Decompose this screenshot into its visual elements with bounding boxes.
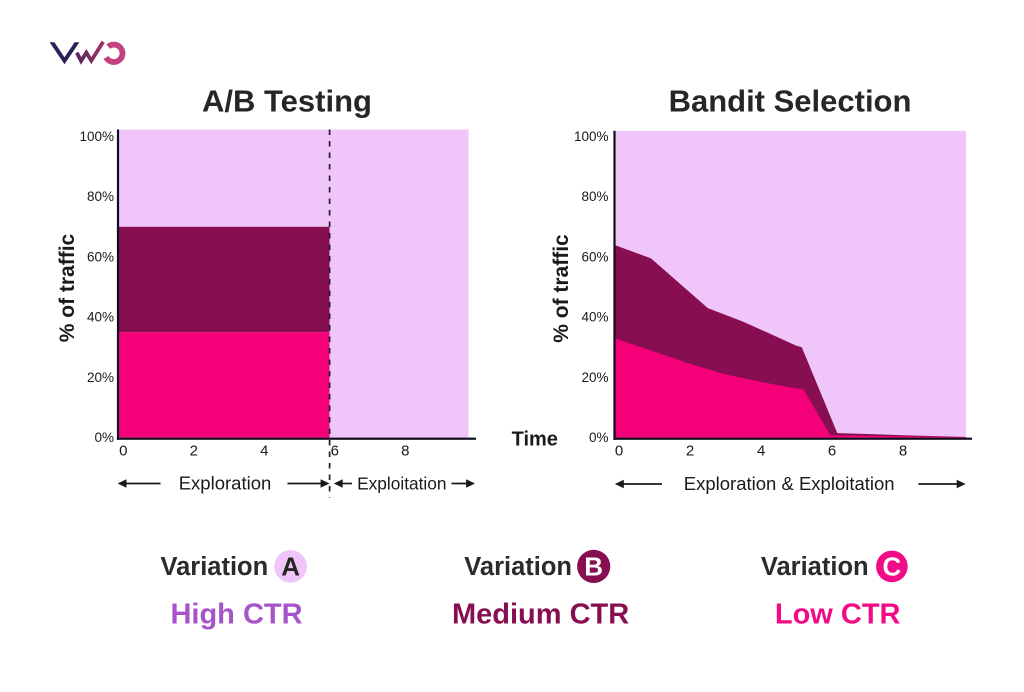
- svg-text:Exploration & Exploitation: Exploration & Exploitation: [684, 473, 895, 494]
- svg-text:C: C: [883, 551, 902, 581]
- svg-text:% of traffic: % of traffic: [56, 233, 79, 342]
- svg-text:High CTR: High CTR: [170, 599, 302, 631]
- svg-text:40%: 40%: [581, 310, 608, 325]
- svg-text:A: A: [281, 551, 300, 581]
- svg-text:Medium CTR: Medium CTR: [452, 599, 629, 631]
- svg-text:0%: 0%: [94, 430, 114, 445]
- svg-text:100%: 100%: [574, 129, 609, 144]
- svg-text:20%: 20%: [87, 370, 114, 385]
- svg-text:2: 2: [190, 443, 198, 460]
- svg-text:8: 8: [401, 443, 409, 460]
- svg-text:0: 0: [615, 443, 623, 460]
- svg-text:100%: 100%: [79, 129, 114, 144]
- svg-text:0%: 0%: [589, 430, 609, 445]
- svg-text:Variation: Variation: [761, 553, 869, 581]
- svg-text:2: 2: [686, 443, 694, 460]
- svg-text:A/B Testing: A/B Testing: [202, 84, 372, 119]
- svg-text:0: 0: [119, 443, 127, 460]
- svg-text:80%: 80%: [87, 189, 114, 204]
- svg-text:Exploitation: Exploitation: [357, 474, 446, 494]
- svg-text:60%: 60%: [581, 249, 608, 264]
- svg-text:4: 4: [260, 443, 268, 460]
- svg-text:Variation: Variation: [464, 553, 572, 581]
- svg-text:60%: 60%: [87, 249, 114, 264]
- svg-text:Bandit Selection: Bandit Selection: [669, 84, 912, 119]
- svg-text:% of traffic: % of traffic: [550, 234, 573, 343]
- svg-text:40%: 40%: [87, 310, 114, 325]
- svg-text:B: B: [584, 551, 603, 581]
- svg-text:80%: 80%: [581, 189, 608, 204]
- svg-text:Low CTR: Low CTR: [775, 599, 901, 631]
- svg-text:Exploration: Exploration: [179, 473, 272, 494]
- svg-text:8: 8: [899, 443, 907, 460]
- svg-text:Variation: Variation: [160, 553, 268, 581]
- svg-text:6: 6: [828, 443, 836, 460]
- svg-text:6: 6: [331, 443, 339, 460]
- svg-text:20%: 20%: [581, 370, 608, 385]
- svg-text:Time: Time: [512, 429, 558, 451]
- svg-text:4: 4: [757, 443, 765, 460]
